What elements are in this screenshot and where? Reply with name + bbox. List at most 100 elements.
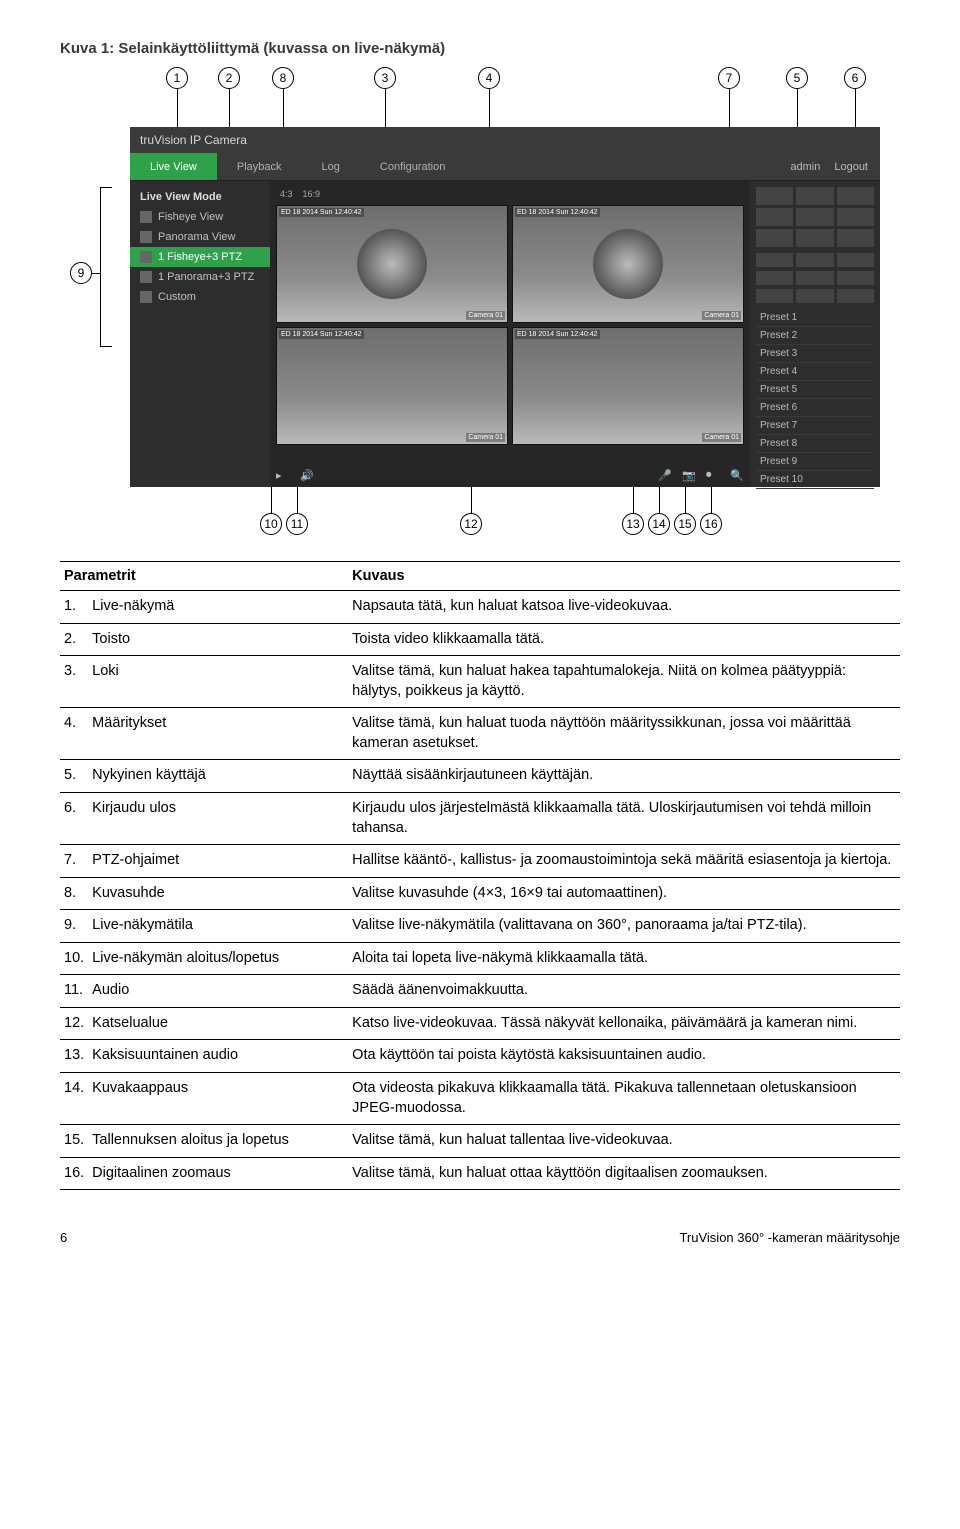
row-number: 14. [60,1073,88,1125]
parameter-table: Parametrit Kuvaus 1.Live-näkymäNapsauta … [60,561,900,1190]
row-desc: Napsauta tätä, kun haluat katsoa live-vi… [348,591,900,624]
row-number: 9. [60,910,88,943]
table-row: 13.Kaksisuuntainen audioOta käyttöön tai… [60,1040,900,1073]
mode-icon [140,231,152,243]
tile-camera: Camera 01 [702,311,741,320]
preset-item[interactable]: Preset 4 [756,363,874,381]
row-name: Kuvasuhde [88,877,348,910]
row-number: 12. [60,1007,88,1040]
row-name: Live-näkymän aloitus/lopetus [88,942,348,975]
video-tile[interactable]: ED 18 2014 Sun 12:40:42 Camera 01 [276,205,508,323]
row-name: Nykyinen käyttäjä [88,760,348,793]
preset-item[interactable]: Preset 9 [756,453,874,471]
mode-icon [140,291,152,303]
row-name: Live-näkymätila [88,910,348,943]
row-desc: Valitse tämä, kun haluat tallentaa live-… [348,1125,900,1158]
row-name: Audio [88,975,348,1008]
callout-15: 15 [674,513,696,535]
tile-timestamp: ED 18 2014 Sun 12:40:42 [515,208,600,217]
table-row: 7.PTZ-ohjaimetHallitse kääntö-, kallistu… [60,845,900,878]
preset-item[interactable]: Preset 2 [756,327,874,345]
callout-3: 3 [374,67,396,89]
row-number: 8. [60,877,88,910]
row-desc: Toista video klikkaamalla tätä. [348,623,900,656]
video-tile[interactable]: ED 18 2014 Sun 12:40:42 Camera 01 [276,327,508,445]
callout-14: 14 [648,513,670,535]
preset-item[interactable]: Preset 5 [756,381,874,399]
ptz-iris-row[interactable] [756,289,874,303]
aspect-43[interactable]: 4:3 [280,189,293,199]
row-number: 2. [60,623,88,656]
row-desc: Säädä äänenvoimakkuutta. [348,975,900,1008]
callout-12: 12 [460,513,482,535]
preset-item[interactable]: Preset 8 [756,435,874,453]
row-desc: Valitse tämä, kun haluat ottaa käyttöön … [348,1157,900,1190]
callout-11: 11 [286,513,308,535]
logout-link[interactable]: Logout [834,153,868,180]
snapshot-icon[interactable]: 📷 [682,469,696,483]
play-stop-icon[interactable]: ▸ [276,469,290,483]
tab-playback[interactable]: Playback [217,153,302,180]
row-desc: Katso live-videokuvaa. Tässä näkyvät kel… [348,1007,900,1040]
ptz-panel: Preset 1 Preset 2 Preset 3 Preset 4 Pres… [750,181,880,487]
video-tile[interactable]: ED 18 2014 Sun 12:40:42 Camera 01 [512,327,744,445]
row-desc: Ota videosta pikakuva klikkaamalla tätä.… [348,1073,900,1125]
callout-6: 6 [844,67,866,89]
table-row: 2.ToistoToista video klikkaamalla tätä. [60,623,900,656]
preset-item[interactable]: Preset 1 [756,309,874,327]
callout-9: 9 [70,262,92,284]
page-footer: 6 TruVision 360° -kameran määritysohje [60,1230,900,1245]
mode-icon [140,251,152,263]
mode-1fisheye3ptz[interactable]: 1 Fisheye+3 PTZ [130,247,270,267]
row-desc: Ota käyttöön tai poista käytöstä kaksisu… [348,1040,900,1073]
camera-web-ui: truVision IP Camera Live View Playback L… [130,127,880,487]
row-number: 16. [60,1157,88,1190]
mode-icon [140,271,152,283]
callout-7: 7 [718,67,740,89]
callout-13: 13 [622,513,644,535]
tab-log[interactable]: Log [302,153,360,180]
aspect-bar: 4:3 16:9 [276,187,744,205]
callout-10: 10 [260,513,282,535]
video-tile[interactable]: ED 18 2014 Sun 12:40:42 Camera 01 [512,205,744,323]
row-name: Kaksisuuntainen audio [88,1040,348,1073]
row-name: Loki [88,656,348,708]
ptz-focus-row[interactable] [756,271,874,285]
tab-configuration[interactable]: Configuration [360,153,465,180]
ptz-direction-pad[interactable] [756,187,874,247]
preset-item[interactable]: Preset 6 [756,399,874,417]
bottom-controls: ▸ 🔊 🎤 📷 ⏺ 🔍 [276,469,744,483]
table-row: 16.Digitaalinen zoomausValitse tämä, kun… [60,1157,900,1190]
mode-custom[interactable]: Custom [130,287,270,307]
page-number: 6 [60,1230,67,1245]
record-icon[interactable]: ⏺ [706,469,720,483]
callout-5: 5 [786,67,808,89]
row-name: Toisto [88,623,348,656]
row-number: 3. [60,656,88,708]
aspect-169[interactable]: 16:9 [303,189,321,199]
two-way-audio-icon[interactable]: 🎤 [658,469,672,483]
tile-camera: Camera 01 [702,433,741,442]
viewing-area: 4:3 16:9 ED 18 2014 Sun 12:40:42 Camera … [270,181,750,487]
audio-icon[interactable]: 🔊 [300,469,314,483]
preset-item[interactable]: Preset 3 [756,345,874,363]
tab-live-view[interactable]: Live View [130,153,217,180]
row-number: 5. [60,760,88,793]
tile-timestamp: ED 18 2014 Sun 12:40:42 [279,330,364,339]
callout-2: 2 [218,67,240,89]
side-title: Live View Mode [130,187,270,207]
th-desc: Kuvaus [348,562,900,591]
preset-item[interactable]: Preset 10 [756,471,874,489]
mode-fisheye[interactable]: Fisheye View [130,207,270,227]
row-desc: Kirjaudu ulos järjestelmästä klikkaamall… [348,792,900,844]
row-number: 4. [60,708,88,760]
row-number: 11. [60,975,88,1008]
mode-panorama[interactable]: Panorama View [130,227,270,247]
ptz-zoom-row[interactable] [756,253,874,267]
preset-item[interactable]: Preset 7 [756,417,874,435]
digital-zoom-icon[interactable]: 🔍 [730,469,744,483]
table-row: 12.KatselualueKatso live-videokuvaa. Täs… [60,1007,900,1040]
th-param: Parametrit [60,562,348,591]
mode-1panorama3ptz[interactable]: 1 Panorama+3 PTZ [130,267,270,287]
row-desc: Hallitse kääntö-, kallistus- ja zoomaust… [348,845,900,878]
